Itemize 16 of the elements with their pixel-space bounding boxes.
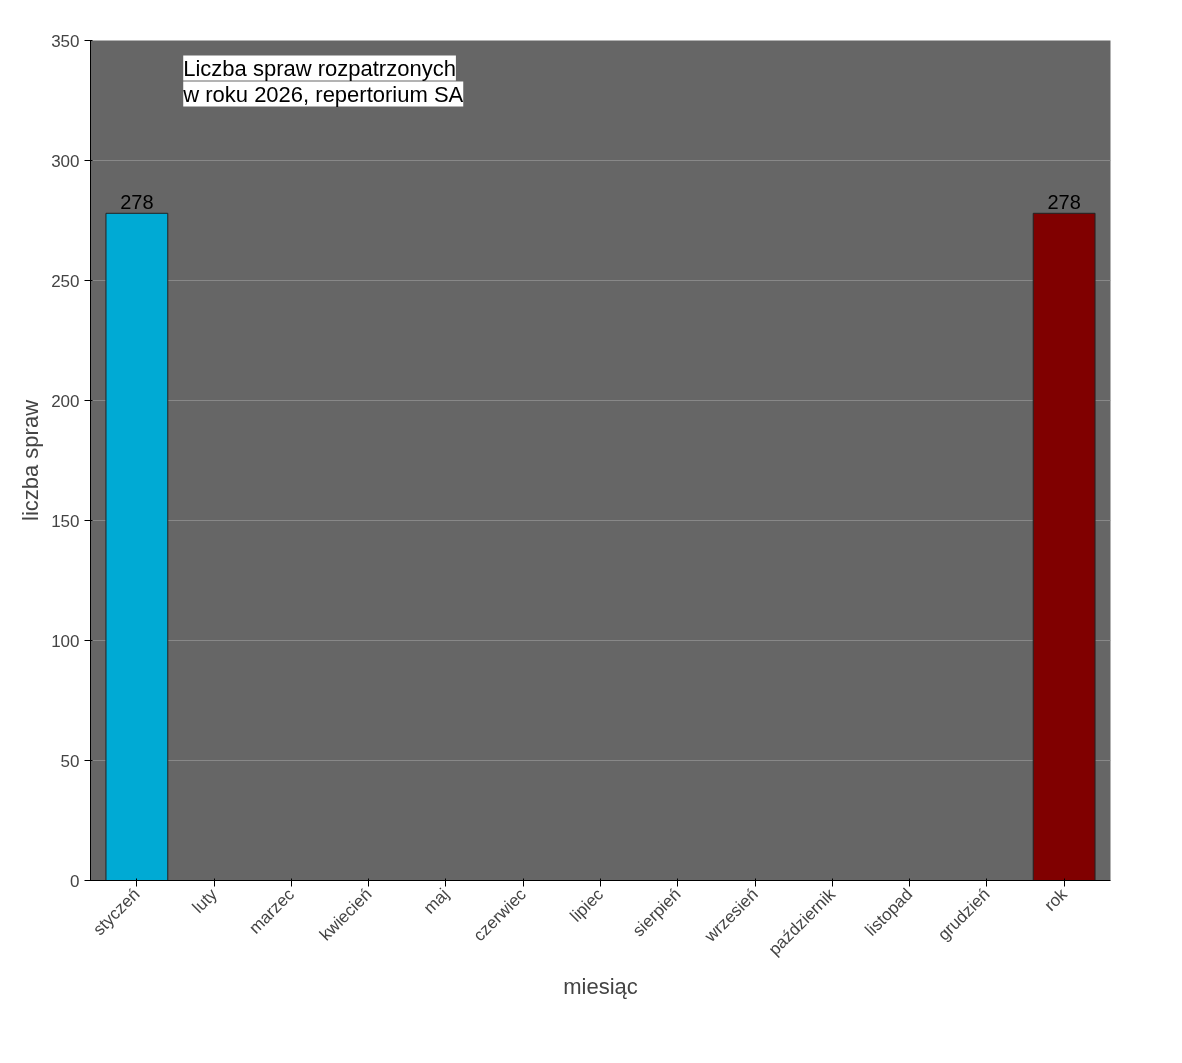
data-label: 278: [1047, 191, 1081, 214]
y-tick-label: 100: [51, 631, 80, 651]
y-tick-label: 250: [51, 271, 80, 291]
y-axis-title: liczba spraw: [18, 399, 44, 522]
x-axis-title: miesiąc: [563, 973, 638, 999]
x-tick-label: luty: [188, 884, 222, 917]
y-tick-label: 350: [51, 31, 80, 51]
data-label: 278: [120, 191, 154, 214]
y-tick-label: 200: [51, 391, 80, 411]
y-tick-label: 150: [51, 511, 80, 531]
x-tick-label: rok: [1040, 884, 1072, 915]
y-tick-label: 300: [51, 151, 80, 171]
text: Liczba spraw rozpatrzonych w roku 2026, repertorium SA: [182, 55, 464, 107]
y-tick-label: 50: [60, 751, 80, 771]
y-tick-label: 0: [70, 871, 80, 891]
x-tick-label: maj: [419, 884, 453, 918]
